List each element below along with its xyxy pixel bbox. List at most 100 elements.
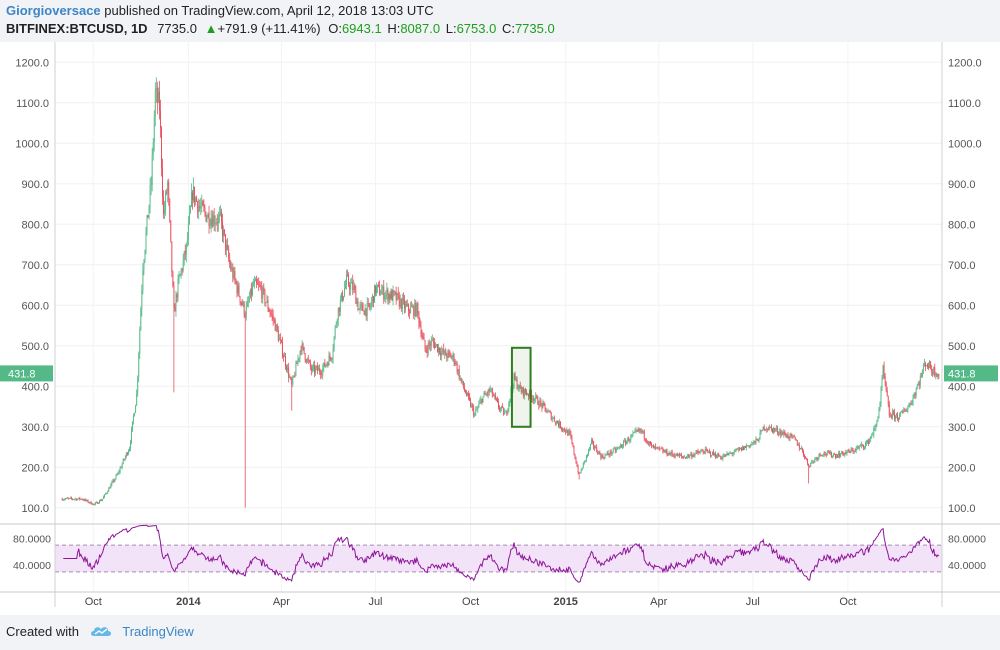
candle-body: [704, 448, 706, 454]
candle-body: [407, 304, 408, 306]
candle-body: [722, 456, 724, 459]
candle-body: [92, 503, 94, 505]
candle-body: [736, 449, 738, 450]
candle-body: [415, 302, 417, 316]
candle-body: [931, 368, 933, 372]
tradingview-link[interactable]: TradingView: [122, 624, 194, 639]
x-tick-label: Jul: [368, 596, 382, 608]
candle-body: [806, 458, 808, 459]
candle-body: [885, 382, 887, 391]
candle-body: [540, 400, 542, 404]
candle-body: [159, 110, 161, 129]
candle-body: [644, 438, 646, 440]
candle-body: [165, 192, 167, 210]
candle-body: [770, 427, 772, 429]
candle-body: [152, 142, 154, 155]
candle-body: [382, 286, 384, 291]
candle-body: [773, 428, 774, 433]
candle-body: [70, 497, 71, 499]
open-label: O:: [328, 21, 342, 36]
candle-body: [475, 409, 477, 414]
candle-body: [100, 500, 101, 502]
candle-body: [883, 365, 885, 376]
candle-body: [305, 359, 307, 362]
candle-body: [707, 451, 709, 452]
candle-body: [109, 487, 111, 489]
candle-body: [920, 375, 922, 377]
candle-body: [341, 292, 343, 301]
author-link[interactable]: Giorgioversace: [6, 3, 101, 18]
candle-body: [891, 411, 893, 418]
candle-body: [277, 330, 279, 341]
candle-body: [330, 357, 332, 360]
candle-body: [822, 455, 824, 456]
y-tick-left: 800.0: [21, 219, 49, 231]
candle-body: [297, 358, 299, 365]
candle-body: [466, 393, 467, 396]
candle-body: [844, 452, 846, 456]
candle-body: [271, 313, 273, 315]
candle-body: [146, 215, 148, 232]
candle-body: [335, 323, 337, 328]
candle-body: [269, 311, 271, 314]
candle-body: [830, 451, 832, 457]
candle-body: [323, 362, 325, 368]
candle-body: [721, 458, 723, 460]
candle-body: [306, 358, 308, 362]
candle-body: [444, 350, 446, 354]
candle-body: [126, 452, 128, 455]
candle-body: [381, 290, 383, 295]
candle-body: [600, 454, 602, 459]
candle-body: [663, 450, 665, 453]
candle-body: [368, 303, 370, 308]
chart-background: [0, 42, 1000, 615]
candle-body: [908, 404, 910, 407]
candle-body: [694, 453, 696, 456]
candle-body: [784, 431, 786, 435]
candle-body: [280, 339, 282, 343]
candle-body: [346, 274, 347, 285]
candle-body: [788, 437, 790, 439]
candle-body: [291, 378, 293, 385]
candle-body: [183, 251, 185, 261]
candle-body: [732, 453, 734, 455]
candle-body: [848, 449, 850, 452]
candle-body: [430, 340, 432, 347]
candle-body: [332, 349, 334, 359]
candle-body: [345, 284, 346, 289]
candle-body: [66, 498, 68, 499]
tradingview-cloud-icon[interactable]: [89, 624, 113, 641]
candle-body: [479, 400, 481, 404]
candle-body: [365, 308, 367, 316]
candle-body: [855, 448, 857, 452]
candle-body: [81, 498, 83, 500]
candle-body: [852, 450, 854, 453]
candle-body: [174, 307, 176, 312]
candle-body: [192, 192, 193, 201]
candle-body: [97, 503, 99, 504]
candle-body: [222, 221, 223, 237]
price-chart-svg[interactable]: 431.8 431.8 1200.0 1200.0 1100.0 1100.0 1000.…: [0, 42, 1000, 615]
candle-body: [321, 374, 323, 376]
candle-body: [575, 458, 577, 464]
candle-body: [334, 327, 336, 337]
x-tick-label: 2014: [176, 596, 201, 608]
candle-body: [582, 463, 584, 469]
candle-body: [182, 260, 184, 271]
candle-body: [84, 499, 86, 501]
candle-body: [240, 302, 242, 303]
candle-body: [684, 457, 686, 458]
candle-body: [800, 448, 802, 450]
candle-body: [258, 284, 260, 286]
candle-body: [884, 375, 886, 383]
candle-body: [927, 365, 928, 367]
chart-area[interactable]: 431.8 431.8 1200.0 1200.0 1100.0 1100.0 1000.…: [0, 42, 1000, 615]
candle-body: [650, 441, 651, 445]
candle-body: [563, 428, 565, 430]
candle-body: [731, 453, 733, 455]
candle-body: [136, 393, 138, 406]
candle-body: [609, 450, 611, 456]
candle-body: [127, 451, 129, 455]
candle-body: [399, 298, 401, 307]
candle-body: [886, 390, 888, 397]
